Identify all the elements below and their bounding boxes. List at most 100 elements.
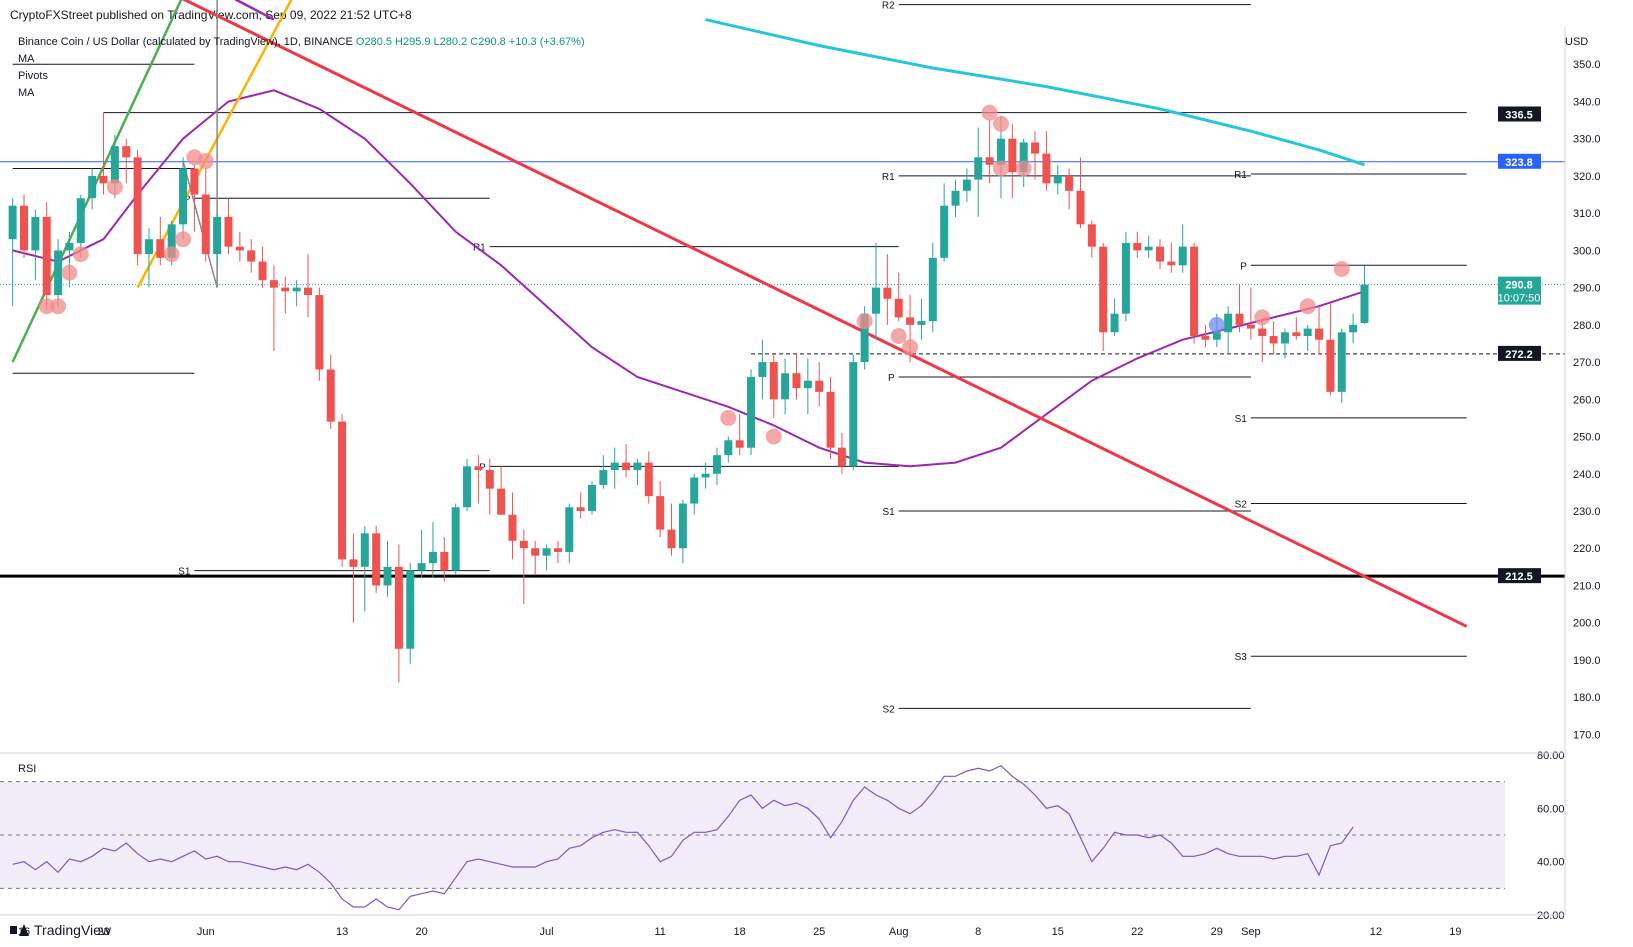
time-tick-label: 11 [654, 926, 665, 938]
highlight-marker [765, 428, 782, 445]
candle-body [508, 514, 517, 541]
candle-body [633, 462, 642, 471]
candle-body [1042, 153, 1051, 184]
highlight-marker [1333, 261, 1350, 277]
pivot-label: S1 [1235, 414, 1248, 425]
price-tick-label: 210.0 [1573, 580, 1601, 592]
candle-body [928, 257, 937, 322]
highlight-marker [992, 115, 1009, 132]
rsi-tick-label: 40.00 [1537, 857, 1565, 869]
candle-body [610, 462, 619, 471]
candle-body [531, 548, 540, 556]
candle-body [1224, 313, 1233, 333]
highlight-marker [1208, 316, 1225, 333]
price-tick-label: 260.0 [1573, 394, 1601, 406]
candle-body [485, 470, 494, 489]
publisher-line: CryptoFXStreet published on TradingView.… [10, 8, 412, 22]
candle-body [258, 261, 267, 281]
candle-body [962, 179, 971, 191]
ohlc-values: O280.5 H295.9 L280.2 C290.8 +10.3 (+3.67… [355, 36, 585, 48]
candle-body [201, 194, 210, 255]
candle-body [1008, 138, 1017, 173]
highlight-marker [61, 264, 78, 281]
candle-body [917, 321, 926, 325]
highlight-marker [106, 179, 123, 196]
price-tick-label: 180.0 [1573, 692, 1601, 704]
tradingview-logo-icon [10, 924, 29, 936]
last-price-label-countdown: 10:07:50 [1498, 293, 1541, 305]
candle-body [656, 496, 665, 530]
candle-body [940, 205, 949, 258]
pivot-label: S3 [1235, 652, 1248, 663]
time-tick-label: 18 [734, 926, 746, 938]
symbol-header: Binance Coin / US Dollar (calculated by … [18, 36, 585, 48]
candle-body [724, 440, 733, 456]
moving-average-short [12, 89, 1365, 468]
candle-body [735, 440, 744, 448]
candle-body [803, 380, 812, 389]
tradingview-logo[interactable]: TradingView [10, 922, 111, 938]
pivot-label: S1 [882, 507, 895, 518]
candle-body [304, 287, 312, 296]
candle-body [372, 533, 381, 586]
moving-average-long [705, 18, 1365, 167]
candle-body [837, 447, 846, 467]
candle-body [883, 287, 892, 299]
highlight-marker [175, 231, 192, 248]
rsi-label[interactable]: RSI [18, 763, 37, 775]
trendline [233, 0, 275, 21]
candle-body [99, 175, 108, 184]
candle-body [383, 566, 392, 586]
candle-body [451, 507, 460, 571]
candle-body [1053, 175, 1062, 184]
pivot-label: S2 [1235, 500, 1248, 511]
price-axis-label: 212.5 [1505, 571, 1533, 583]
candle-body [179, 168, 188, 225]
candle-body [110, 146, 119, 184]
price-tick-label: 220.0 [1573, 543, 1601, 555]
highlight-marker [197, 153, 214, 170]
candle-body [213, 216, 222, 255]
pivot-label: P [888, 373, 895, 384]
candle-body [747, 376, 756, 448]
candle-body [565, 507, 574, 552]
price-axis-label: 336.5 [1505, 109, 1533, 121]
indicator-ma-2[interactable]: MA [18, 87, 35, 99]
pivot-label: R1 [473, 243, 486, 254]
candle-body [996, 138, 1005, 165]
candle-body [1065, 175, 1074, 191]
candle-body [1099, 246, 1108, 333]
time-tick-label: Jul [540, 926, 554, 938]
candle-body [88, 175, 97, 199]
candle-body [42, 216, 51, 296]
trendline [182, 160, 218, 288]
candle-body [269, 280, 278, 288]
candle-body [974, 157, 983, 180]
trendline [181, 0, 1468, 628]
candle-body [1360, 284, 1369, 323]
candle-body [826, 391, 835, 448]
candle-body [542, 548, 551, 556]
pivot-label: P [1240, 261, 1247, 272]
candle-body [406, 570, 415, 649]
candle-body [553, 548, 562, 552]
candle-body [463, 466, 472, 508]
candle-body [1212, 332, 1221, 340]
candle-body [360, 533, 369, 567]
candle-body [281, 287, 290, 292]
price-tick-label: 300.0 [1573, 245, 1601, 257]
candle-body [1133, 242, 1142, 251]
price-tick-label: 240.0 [1573, 469, 1601, 481]
candle-body [1156, 246, 1164, 262]
time-tick-label: 23 [97, 926, 109, 938]
indicator-pivots[interactable]: Pivots [18, 70, 48, 82]
last-price-label-bg [1498, 276, 1541, 305]
candle-body [1031, 142, 1040, 154]
candle-body [667, 529, 676, 549]
price-axis-label-bg [1498, 106, 1541, 122]
candle-body [906, 317, 915, 325]
candle-body [701, 473, 710, 478]
indicator-ma-1[interactable]: MA [18, 53, 35, 65]
rsi-tick-label: 80.00 [1537, 750, 1565, 762]
